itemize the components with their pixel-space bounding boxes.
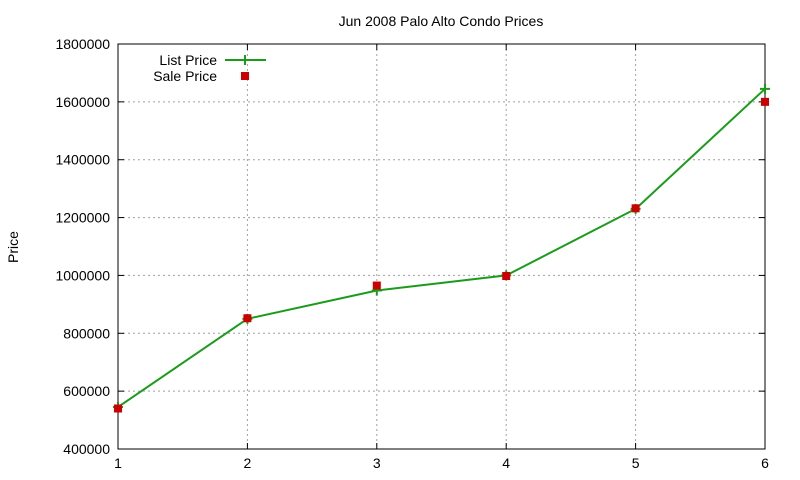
plot-frame: [117, 43, 766, 450]
legend-label: List Price: [159, 52, 217, 68]
y-tick-label: 1800000: [55, 36, 110, 52]
y-tick-label: 1000000: [55, 267, 110, 283]
x-tick-label: 4: [502, 455, 510, 471]
legend-label: Sale Price: [153, 68, 217, 84]
sale-price-point: [114, 404, 122, 413]
x-tick-label: 2: [244, 455, 252, 471]
y-axis-label: Price: [5, 231, 21, 263]
grid: [118, 44, 765, 449]
y-tick-label: 400000: [63, 441, 110, 457]
y-tick-label: 800000: [63, 325, 110, 341]
sale-price-point: [631, 204, 640, 213]
x-tick-label: 1: [114, 455, 122, 471]
sale-price-point: [502, 272, 511, 281]
sale-price-point: [761, 97, 769, 106]
y-tick-label: 1400000: [55, 152, 110, 168]
list-price-line: [117, 88, 766, 408]
chart-title: Jun 2008 Palo Alto Condo Prices: [339, 13, 544, 29]
sale-price-point: [372, 281, 381, 290]
y-tick-label: 1200000: [55, 210, 110, 226]
legend-square-marker: [241, 72, 249, 80]
x-tick-label: 5: [632, 455, 640, 471]
axis-ticks: 400000 600000 800000 1000000 1200000 1400000 1…: [55, 36, 769, 471]
list-price-point: [760, 83, 770, 94]
y-tick-label: 600000: [63, 383, 110, 399]
y-tick-label: 1600000: [55, 94, 110, 110]
x-tick-label: 6: [761, 455, 769, 471]
sale-price-point: [243, 314, 252, 323]
legend-plus-marker: [240, 55, 250, 65]
series: [113, 83, 770, 413]
x-tick-label: 3: [373, 455, 381, 471]
